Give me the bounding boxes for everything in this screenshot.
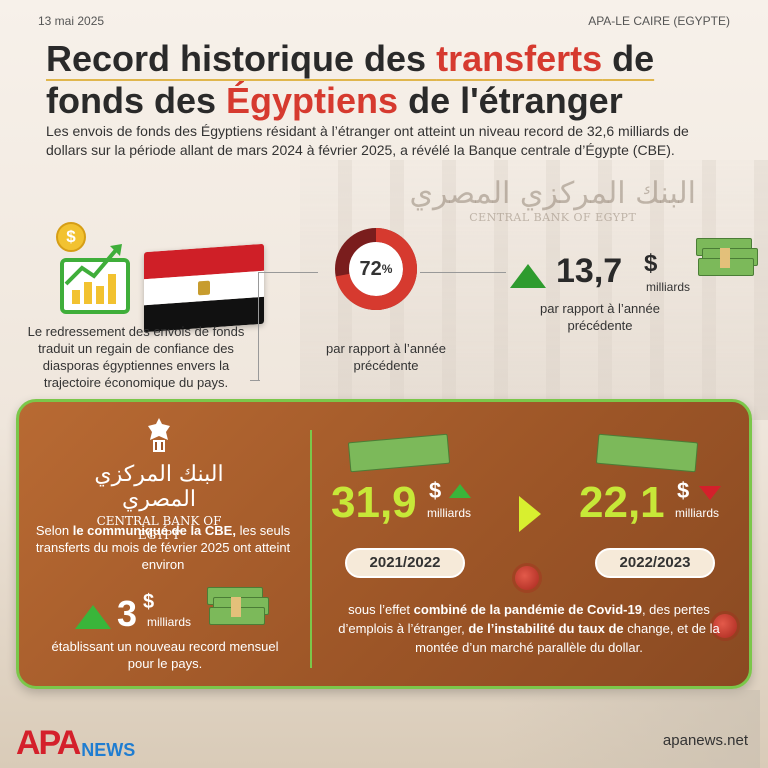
panel-divider — [310, 430, 312, 668]
money-stack-icon — [696, 238, 760, 278]
virus-icon — [515, 566, 539, 590]
year-stat-2021-currency: $ — [429, 478, 442, 503]
up-arrow-icon — [449, 484, 471, 498]
details-panel: البنك المركزي المصري CENTRAL BANK OF EGY… — [16, 399, 752, 689]
money-stack-icon — [207, 587, 271, 627]
monthly-stat-currency: $ — [143, 591, 155, 613]
cbe-statement: Selon le communiqué de la CBE, les seuls… — [35, 523, 291, 572]
cash-bill-icon — [595, 433, 707, 478]
year-stat-2022-value: 22,1 — [579, 478, 665, 527]
intro-paragraph: Les envois de fonds des Égyptiens résida… — [46, 123, 689, 158]
website-link[interactable]: apanews.net — [662, 732, 748, 749]
percentage-donut: 72% — [333, 226, 419, 312]
egypt-eagle-icon — [144, 416, 174, 456]
connector-line-left-bottom — [250, 380, 260, 381]
donut-value-arc — [335, 228, 417, 310]
year-stat-2022-currency: $ — [677, 478, 690, 503]
stat-increase-currency: $ — [644, 250, 658, 277]
donut-value: 72% — [359, 257, 393, 280]
cbe-logo-arabic: البنك المركزي المصري — [94, 462, 224, 512]
egypt-flag-icon — [144, 243, 264, 333]
arrow-right-icon — [519, 496, 541, 532]
year-stat-2021-unit: milliards — [427, 506, 472, 520]
monthly-stat-caption: établissant un nouveau record mensuel po… — [51, 639, 279, 671]
down-arrow-icon — [699, 486, 721, 500]
year-stat-2021: 31,9 $ milliards — [331, 478, 491, 538]
background-watermark: البنك المركزي المصري CENTRAL BANK OF EGY… — [410, 176, 697, 224]
apa-news-logo[interactable]: APA NEWS — [16, 720, 135, 760]
year-stat-2021-value: 31,9 — [331, 478, 417, 527]
connector-line-left — [258, 272, 318, 380]
logo-news: NEWS — [81, 740, 136, 760]
monthly-stat: 3 $ milliards — [73, 587, 273, 637]
cbe-logo-english: CENTRAL BANK OF EGYPT — [96, 514, 222, 542]
title-line-2: fonds des Égyptiens de l'étranger — [46, 80, 623, 121]
virus-icon — [713, 614, 737, 638]
watermark-arabic: البنك المركزي المصري — [409, 176, 697, 211]
coin-icon: $ — [56, 222, 86, 252]
year-stat-2022: 22,1 $ milliards — [579, 478, 739, 538]
stat-increase-unit: milliards — [646, 280, 691, 294]
up-arrow-icon — [75, 605, 111, 629]
year-stat-2022-unit: milliards — [675, 506, 720, 520]
cash-bill-icon — [347, 433, 459, 478]
donut-caption: par rapport à l’année précédente — [326, 341, 446, 373]
header-top: 13 mai 2025 APA-LE CAIRE (EGYPTE) — [38, 14, 730, 28]
title-highlight-2: Égyptiens — [226, 80, 399, 121]
stat-increase: 13,7 $ milliards — [510, 238, 760, 308]
source-location: APA-LE CAIRE (EGYPTE) — [588, 14, 730, 28]
publish-date: 13 mai 2025 — [38, 14, 105, 28]
context-explanation: sous l’effet combiné de la pandémie de C… — [338, 602, 720, 655]
cbe-logo: البنك المركزي المصري CENTRAL BANK OF EGY… — [89, 416, 229, 542]
flag-illustration: $ — [44, 218, 264, 333]
growth-chart-icon — [60, 244, 130, 314]
title-highlight-1: transferts — [436, 38, 603, 79]
year-label-2022: 2022/2023 — [595, 548, 715, 578]
title-line-1: Record historique des transferts de — [46, 38, 655, 79]
connector-line-right — [420, 272, 506, 273]
stat-increase-caption: par rapport à l’année précédente — [540, 301, 660, 333]
stat-increase-value: 13,7 — [556, 252, 623, 290]
donut-chart-svg — [335, 228, 417, 310]
monthly-stat-unit: milliards — [147, 615, 192, 629]
year-label-2021: 2021/2022 — [345, 548, 465, 578]
monthly-stat-value: 3 — [117, 593, 138, 634]
up-arrow-icon — [510, 264, 546, 288]
flag-caption: Le redressement des envois de fonds trad… — [27, 324, 245, 390]
logo-apa: APA — [16, 724, 81, 762]
page-title: Record historique des transferts de fond… — [46, 38, 738, 122]
watermark-english: CENTRAL BANK OF EGYPT — [469, 211, 637, 224]
background-coins — [500, 690, 760, 768]
